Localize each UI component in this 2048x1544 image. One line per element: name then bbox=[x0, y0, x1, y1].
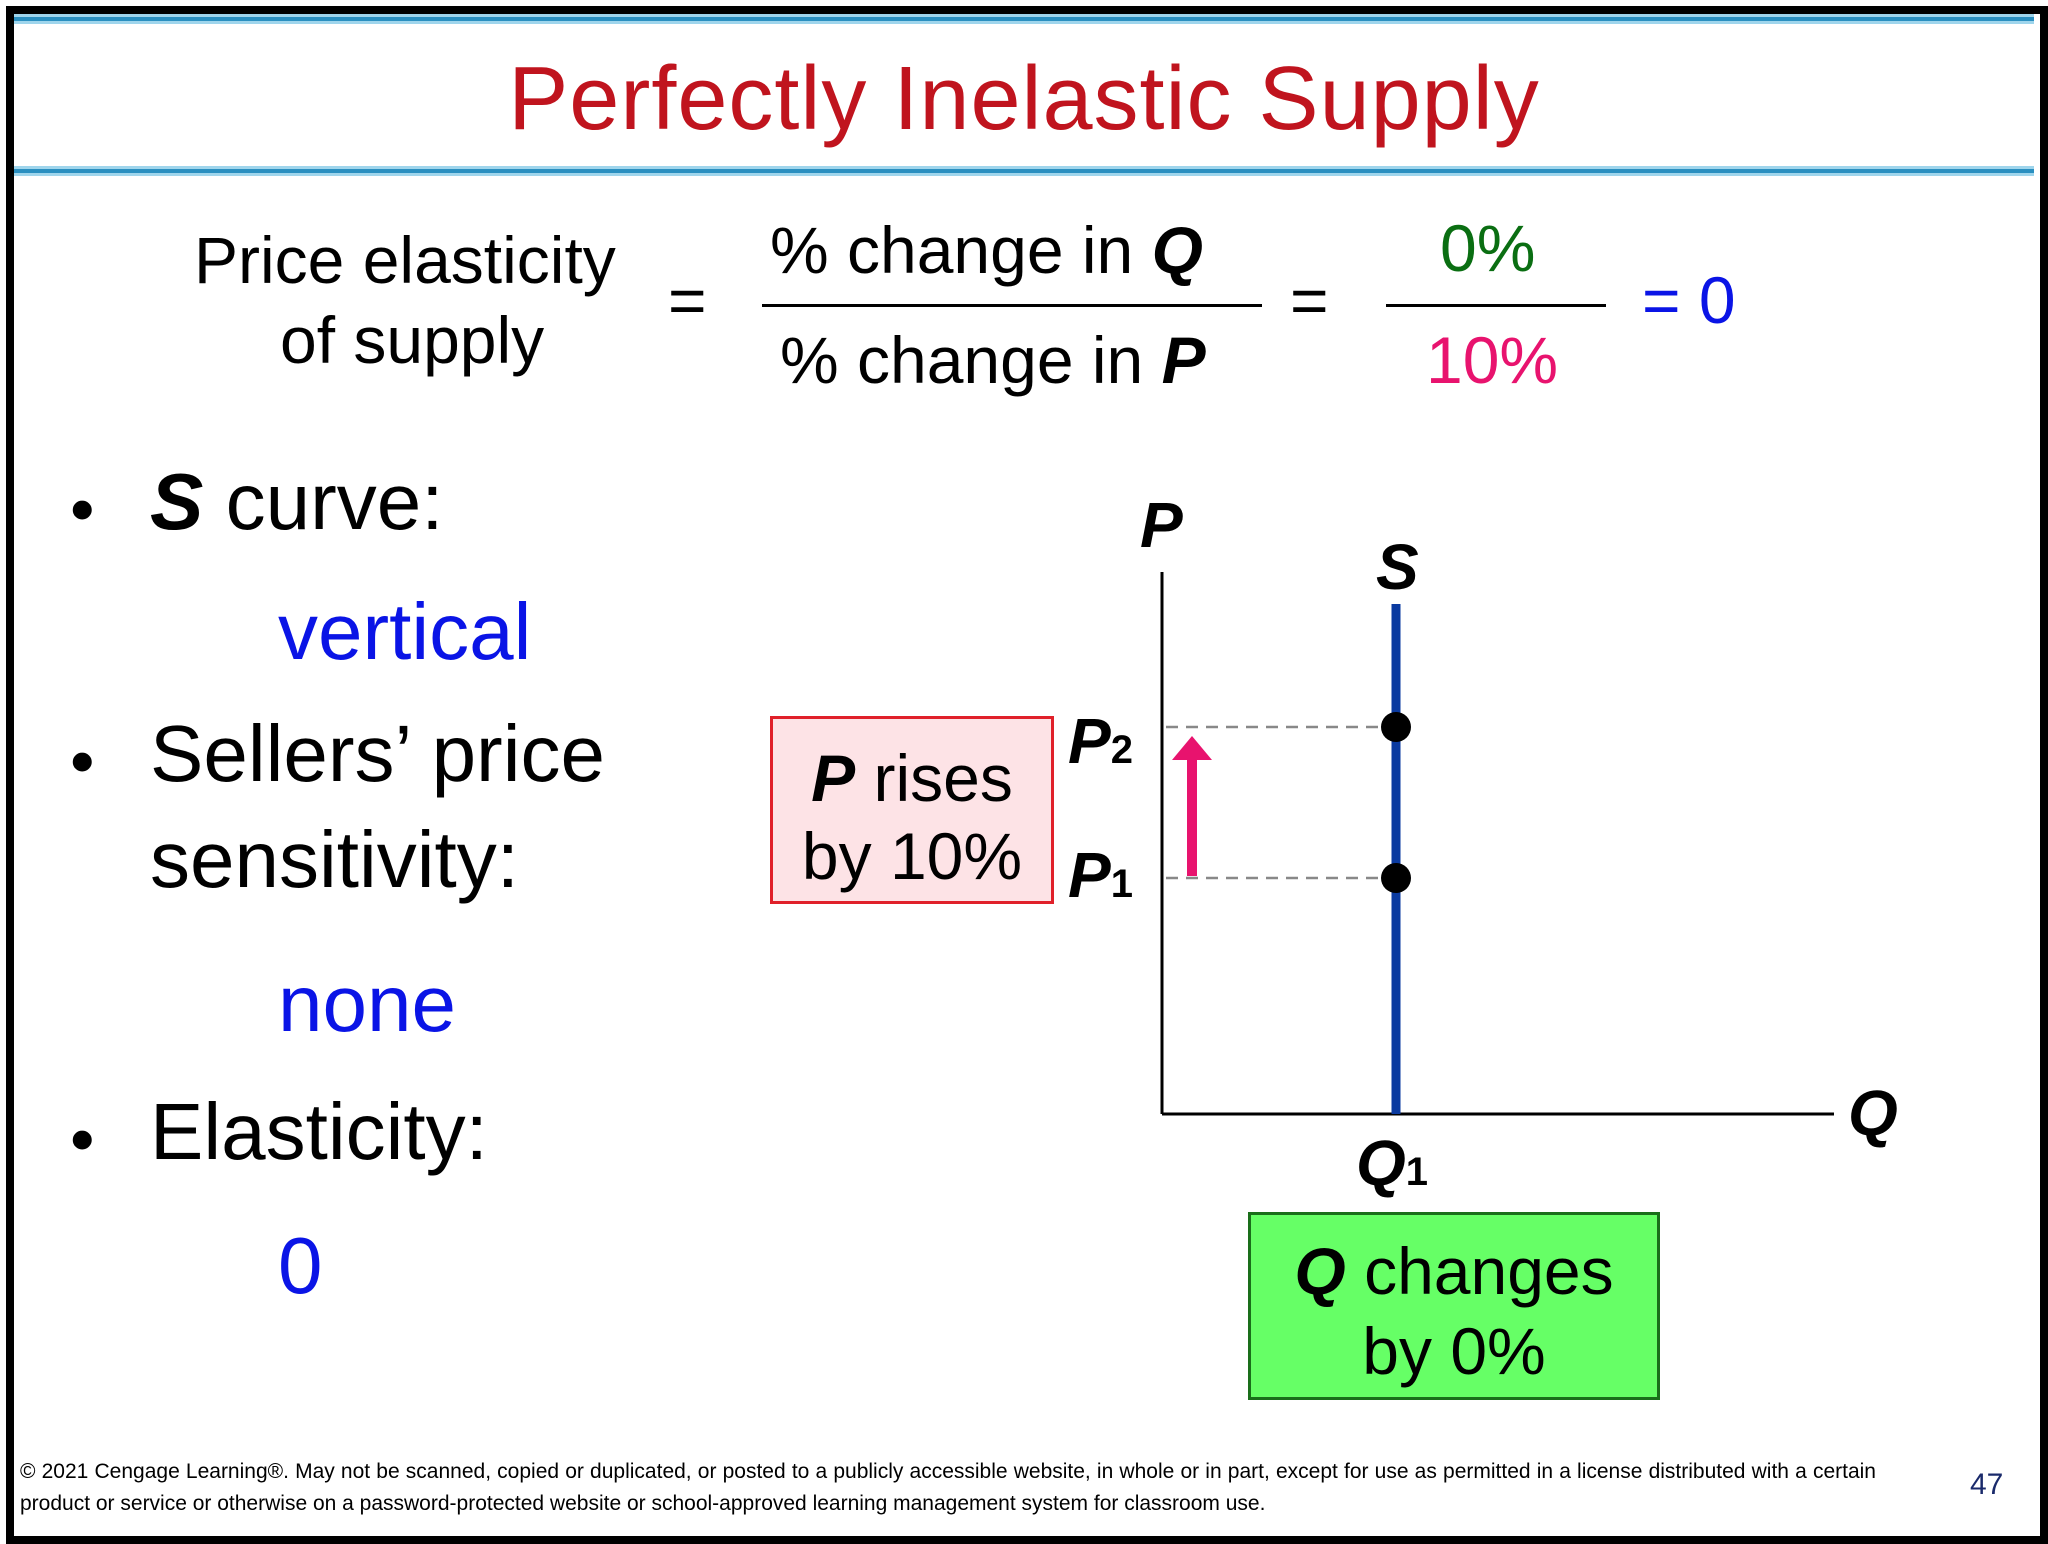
copyright-footer: © 2021 Cengage Learning®. May not be sca… bbox=[20, 1460, 1876, 1515]
p2-label-letter: P bbox=[1068, 705, 1111, 777]
formula-equals-1: = bbox=[668, 263, 707, 337]
bullet-2: • bbox=[70, 712, 95, 804]
formula-lhs-line1: Price elasticity bbox=[194, 223, 616, 297]
x-axis-label: Q bbox=[1848, 1077, 1898, 1149]
bullet-2-label-line1: Sellers’ price bbox=[150, 709, 605, 798]
bullet-3-marker: • bbox=[70, 1100, 95, 1178]
formula-lhs-line2: of supply bbox=[280, 303, 545, 377]
bullet-1-label: curve: bbox=[203, 457, 444, 546]
price-rise-line2: by 10% bbox=[801, 819, 1023, 893]
formula-numerator-text: % change in bbox=[770, 213, 1152, 287]
bullet-3-answer: 0 bbox=[278, 1221, 323, 1310]
bullet-3: • bbox=[70, 1090, 95, 1182]
q1-label-letter: Q bbox=[1356, 1127, 1406, 1199]
bullet-1-lead: S bbox=[150, 457, 204, 546]
point-p1 bbox=[1381, 863, 1411, 893]
formula-denominator-var: P bbox=[1161, 323, 1206, 397]
page-number: 47 bbox=[1970, 1468, 2004, 1501]
quantity-change-var: Q bbox=[1294, 1234, 1346, 1308]
formula-denominator-value: 10% bbox=[1426, 323, 1559, 397]
price-rise-var: P bbox=[811, 741, 856, 815]
formula-equals-2: = bbox=[1290, 263, 1329, 337]
y-axis-label: P bbox=[1140, 489, 1183, 561]
bullet-2-answer: none bbox=[278, 959, 456, 1048]
bullet-1-text: S curve: bbox=[150, 456, 443, 548]
formula-numerator: % change in Q bbox=[770, 212, 1203, 288]
formula-denominator: % change in P bbox=[780, 322, 1206, 398]
formula-denominator-text: % change in bbox=[780, 323, 1162, 397]
bullet-2-label-line2: sensitivity: bbox=[150, 815, 519, 904]
point-p2 bbox=[1381, 712, 1411, 742]
bullet-3-label: Elasticity: bbox=[150, 1087, 488, 1176]
formula-result: = 0 bbox=[1642, 263, 1736, 337]
p1-label-sub: 1 bbox=[1110, 862, 1133, 906]
formula-fraction-bar-2 bbox=[1386, 304, 1606, 307]
quantity-change-text: changes bbox=[1345, 1234, 1614, 1308]
price-rise-box: P rises by 10% bbox=[770, 716, 1054, 904]
q1-label: Q1 bbox=[1356, 1126, 1428, 1200]
quantity-change-box: Q changes by 0% bbox=[1248, 1212, 1660, 1400]
price-rise-line1: P rises bbox=[773, 739, 1051, 817]
bullet-1-marker: • bbox=[70, 470, 95, 548]
price-rise-text: rises bbox=[855, 741, 1013, 815]
quantity-change-line1: Q changes bbox=[1251, 1231, 1657, 1311]
price-increase-arrow-head bbox=[1172, 736, 1212, 760]
bullet-1: • bbox=[70, 460, 95, 552]
header-top-rule-inner bbox=[14, 17, 2034, 21]
formula-numerator-value: 0% bbox=[1440, 211, 1536, 285]
bullet-2-marker: • bbox=[70, 722, 95, 800]
header-bottom-rule-inner bbox=[14, 169, 2034, 173]
q1-label-sub: 1 bbox=[1405, 1150, 1429, 1194]
quantity-change-line2: by 0% bbox=[1362, 1314, 1546, 1388]
bullet-1-answer: vertical bbox=[278, 587, 532, 676]
p2-label-sub: 2 bbox=[1110, 728, 1133, 772]
slide-title: Perfectly Inelastic Supply bbox=[508, 49, 1540, 149]
p1-label-letter: P bbox=[1068, 839, 1111, 911]
formula-numerator-var: Q bbox=[1151, 213, 1203, 287]
p1-label: P1 bbox=[1068, 838, 1133, 912]
supply-curve-label: S bbox=[1376, 531, 1419, 603]
p2-label: P2 bbox=[1068, 704, 1133, 778]
formula-fraction-bar-1 bbox=[762, 304, 1262, 307]
